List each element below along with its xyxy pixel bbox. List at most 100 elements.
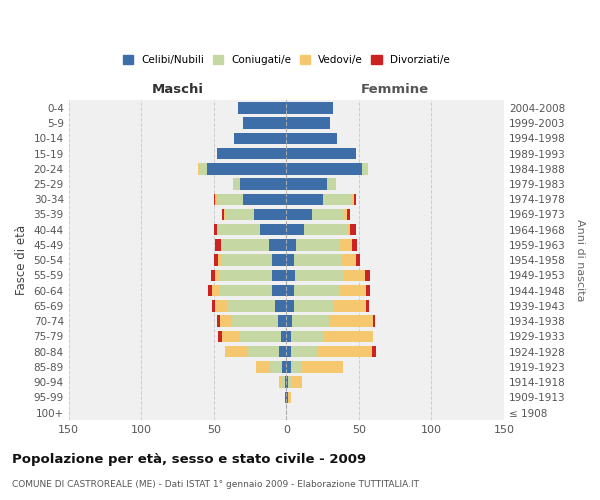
Bar <box>286 132 337 144</box>
Y-axis label: Anni di nascita: Anni di nascita <box>575 219 585 302</box>
Bar <box>282 361 286 372</box>
Bar <box>296 239 340 250</box>
Bar <box>286 300 293 312</box>
Bar <box>293 254 341 266</box>
Bar <box>199 163 206 174</box>
Bar <box>226 346 247 358</box>
Text: Maschi: Maschi <box>151 83 203 96</box>
Bar <box>352 194 355 205</box>
Bar <box>286 194 323 205</box>
Bar <box>286 254 293 266</box>
Bar <box>243 194 286 205</box>
Bar <box>286 270 295 281</box>
Bar <box>286 102 333 114</box>
Bar <box>323 194 352 205</box>
Bar <box>286 178 327 190</box>
Bar <box>373 316 375 327</box>
Bar <box>247 346 279 358</box>
Bar <box>290 361 302 372</box>
Bar <box>231 316 278 327</box>
Bar <box>217 316 220 327</box>
Bar <box>293 300 334 312</box>
Bar <box>340 239 352 250</box>
Bar <box>272 254 286 266</box>
Bar <box>290 346 317 358</box>
Bar <box>215 270 220 281</box>
Bar <box>347 224 350 235</box>
Bar <box>269 239 286 250</box>
Bar <box>218 330 223 342</box>
Bar <box>327 178 335 190</box>
Bar <box>223 239 269 250</box>
Bar <box>302 361 343 372</box>
Bar <box>286 163 362 174</box>
Bar <box>217 224 260 235</box>
Bar <box>286 376 288 388</box>
Bar <box>226 209 254 220</box>
Bar <box>215 239 221 250</box>
Bar <box>343 270 365 281</box>
Bar <box>238 102 286 114</box>
Bar <box>304 224 347 235</box>
Bar <box>286 316 292 327</box>
Bar <box>215 194 217 205</box>
Bar <box>223 209 224 220</box>
Bar <box>221 254 272 266</box>
Bar <box>214 224 217 235</box>
Bar <box>355 194 356 205</box>
Bar <box>212 300 215 312</box>
Bar <box>372 346 376 358</box>
Bar <box>323 330 373 342</box>
Bar <box>288 376 290 388</box>
Bar <box>286 209 313 220</box>
Bar <box>214 194 215 205</box>
Bar <box>217 194 243 205</box>
Bar <box>240 330 281 342</box>
Bar <box>366 300 369 312</box>
Bar <box>227 300 275 312</box>
Bar <box>254 209 286 220</box>
Bar <box>279 376 282 388</box>
Bar <box>233 178 240 190</box>
Bar <box>234 132 286 144</box>
Text: COMUNE DI CASTROREALE (ME) - Dati ISTAT 1° gennaio 2009 - Elaborazione TUTTITALI: COMUNE DI CASTROREALE (ME) - Dati ISTAT … <box>12 480 419 489</box>
Bar <box>221 239 223 250</box>
Bar <box>352 239 358 250</box>
Bar <box>286 239 296 250</box>
Bar <box>215 300 227 312</box>
Bar <box>272 270 286 281</box>
Bar <box>290 330 323 342</box>
Bar <box>212 285 220 296</box>
Bar <box>290 376 302 388</box>
Bar <box>281 330 286 342</box>
Bar <box>341 254 356 266</box>
Bar <box>260 224 286 235</box>
Bar <box>223 330 240 342</box>
Bar <box>271 361 282 372</box>
Legend: Celibi/Nubili, Coniugati/e, Vedovi/e, Divorziati/e: Celibi/Nubili, Coniugati/e, Vedovi/e, Di… <box>118 51 454 70</box>
Bar <box>286 118 330 129</box>
Bar <box>292 316 330 327</box>
Bar <box>350 224 356 235</box>
Bar <box>365 270 370 281</box>
Bar <box>293 285 340 296</box>
Bar <box>198 163 199 174</box>
Bar <box>243 118 286 129</box>
Bar <box>220 316 231 327</box>
Bar <box>340 285 366 296</box>
Bar <box>344 209 347 220</box>
Bar <box>275 300 286 312</box>
Bar <box>286 392 288 403</box>
Bar <box>366 285 370 296</box>
Bar <box>286 285 293 296</box>
Text: Popolazione per età, sesso e stato civile - 2009: Popolazione per età, sesso e stato civil… <box>12 453 366 466</box>
Bar <box>278 316 286 327</box>
Bar <box>256 361 271 372</box>
Bar <box>317 346 372 358</box>
Bar <box>208 285 212 296</box>
Bar <box>286 224 304 235</box>
Bar <box>220 285 272 296</box>
Bar <box>206 163 286 174</box>
Bar <box>334 300 366 312</box>
Bar <box>220 270 272 281</box>
